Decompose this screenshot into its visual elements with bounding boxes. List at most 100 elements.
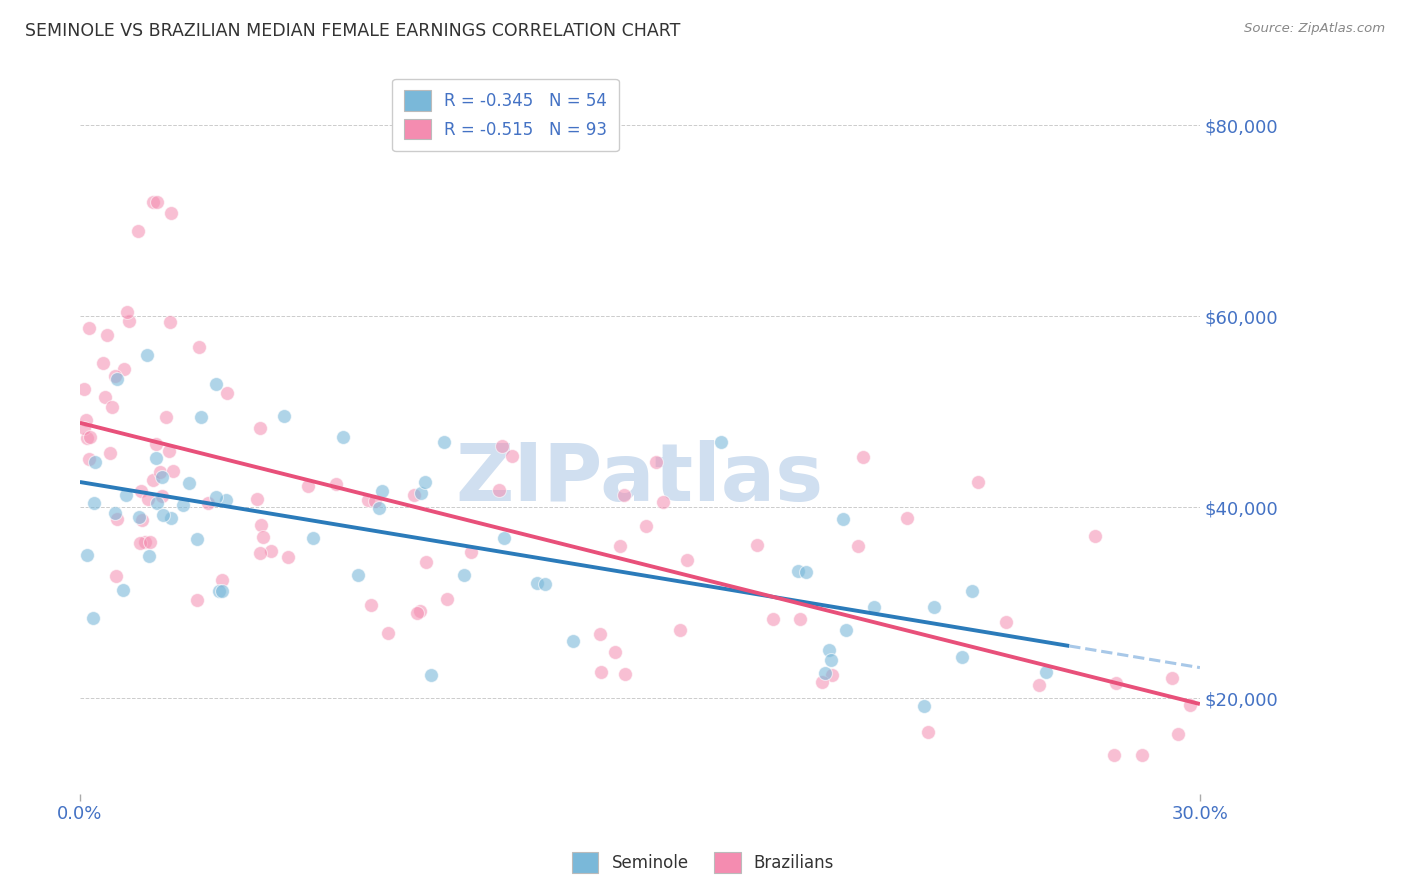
Point xyxy=(609,540,631,554)
Point xyxy=(249,421,271,435)
Point xyxy=(745,538,768,552)
Point xyxy=(149,465,172,479)
Point xyxy=(1130,748,1153,763)
Point xyxy=(94,391,117,405)
Point xyxy=(197,496,219,510)
Point xyxy=(186,593,208,607)
Point xyxy=(787,565,810,579)
Point xyxy=(360,598,382,612)
Point xyxy=(491,439,513,453)
Text: SEMINOLE VS BRAZILIAN MEDIAN FEMALE EARNINGS CORRELATION CHART: SEMINOLE VS BRAZILIAN MEDIAN FEMALE EARN… xyxy=(25,22,681,40)
Point xyxy=(211,583,233,598)
Point xyxy=(588,627,610,641)
Point xyxy=(208,584,231,599)
Point xyxy=(820,652,842,666)
Point xyxy=(152,508,174,523)
Point xyxy=(377,626,399,640)
Point xyxy=(186,532,208,546)
Point xyxy=(79,320,101,334)
Point xyxy=(332,430,354,444)
Point xyxy=(413,475,436,490)
Point xyxy=(75,413,97,427)
Point xyxy=(172,499,194,513)
Point xyxy=(273,409,295,423)
Point xyxy=(634,519,657,533)
Point xyxy=(501,449,523,463)
Text: Source: ZipAtlas.com: Source: ZipAtlas.com xyxy=(1244,22,1385,36)
Point xyxy=(111,582,134,597)
Text: ZIPatlas: ZIPatlas xyxy=(456,440,824,517)
Point xyxy=(146,194,169,209)
Point xyxy=(966,475,988,489)
Point xyxy=(562,634,585,648)
Point xyxy=(129,484,152,499)
Point xyxy=(136,491,159,506)
Point xyxy=(145,496,167,510)
Point xyxy=(73,382,96,396)
Point xyxy=(76,431,98,445)
Point xyxy=(114,488,136,502)
Point xyxy=(249,546,271,560)
Point xyxy=(297,479,319,493)
Point xyxy=(101,401,124,415)
Point xyxy=(488,483,510,498)
Point xyxy=(91,356,114,370)
Point xyxy=(129,536,152,550)
Point xyxy=(896,511,918,525)
Point xyxy=(205,491,228,505)
Point xyxy=(127,225,149,239)
Point xyxy=(834,623,856,637)
Point xyxy=(1167,727,1189,741)
Point xyxy=(134,535,156,549)
Point xyxy=(104,368,127,383)
Point xyxy=(1178,698,1201,713)
Point xyxy=(603,645,626,659)
Point xyxy=(347,568,370,582)
Point xyxy=(128,509,150,524)
Point xyxy=(415,555,437,569)
Point xyxy=(205,376,228,391)
Point xyxy=(157,444,180,458)
Point xyxy=(710,435,733,450)
Point xyxy=(950,650,973,665)
Point xyxy=(177,475,200,490)
Point xyxy=(419,667,441,681)
Point xyxy=(302,531,325,545)
Point xyxy=(794,566,817,580)
Point xyxy=(762,612,785,626)
Point xyxy=(652,495,675,509)
Point xyxy=(492,531,515,545)
Point xyxy=(1035,665,1057,679)
Point xyxy=(211,573,233,587)
Point xyxy=(526,576,548,591)
Point xyxy=(863,600,886,615)
Point xyxy=(131,513,153,527)
Point xyxy=(76,548,98,562)
Point xyxy=(675,553,697,567)
Point xyxy=(145,450,167,465)
Point xyxy=(260,544,283,558)
Point xyxy=(246,491,269,506)
Point xyxy=(669,623,692,637)
Point xyxy=(215,386,238,401)
Point xyxy=(912,698,935,713)
Point xyxy=(433,435,456,450)
Point xyxy=(1105,676,1128,690)
Point xyxy=(645,455,668,469)
Point xyxy=(104,506,127,520)
Legend: Seminole, Brazilians: Seminole, Brazilians xyxy=(565,846,841,880)
Point xyxy=(105,512,128,526)
Point xyxy=(139,534,162,549)
Point xyxy=(591,665,613,679)
Point xyxy=(136,348,159,362)
Point xyxy=(325,477,347,491)
Point xyxy=(82,610,104,624)
Point xyxy=(79,430,101,444)
Point xyxy=(1102,748,1125,763)
Point xyxy=(364,493,387,508)
Point xyxy=(411,486,433,500)
Point xyxy=(188,340,211,354)
Point xyxy=(917,725,939,739)
Point xyxy=(1028,678,1050,692)
Point xyxy=(112,361,135,376)
